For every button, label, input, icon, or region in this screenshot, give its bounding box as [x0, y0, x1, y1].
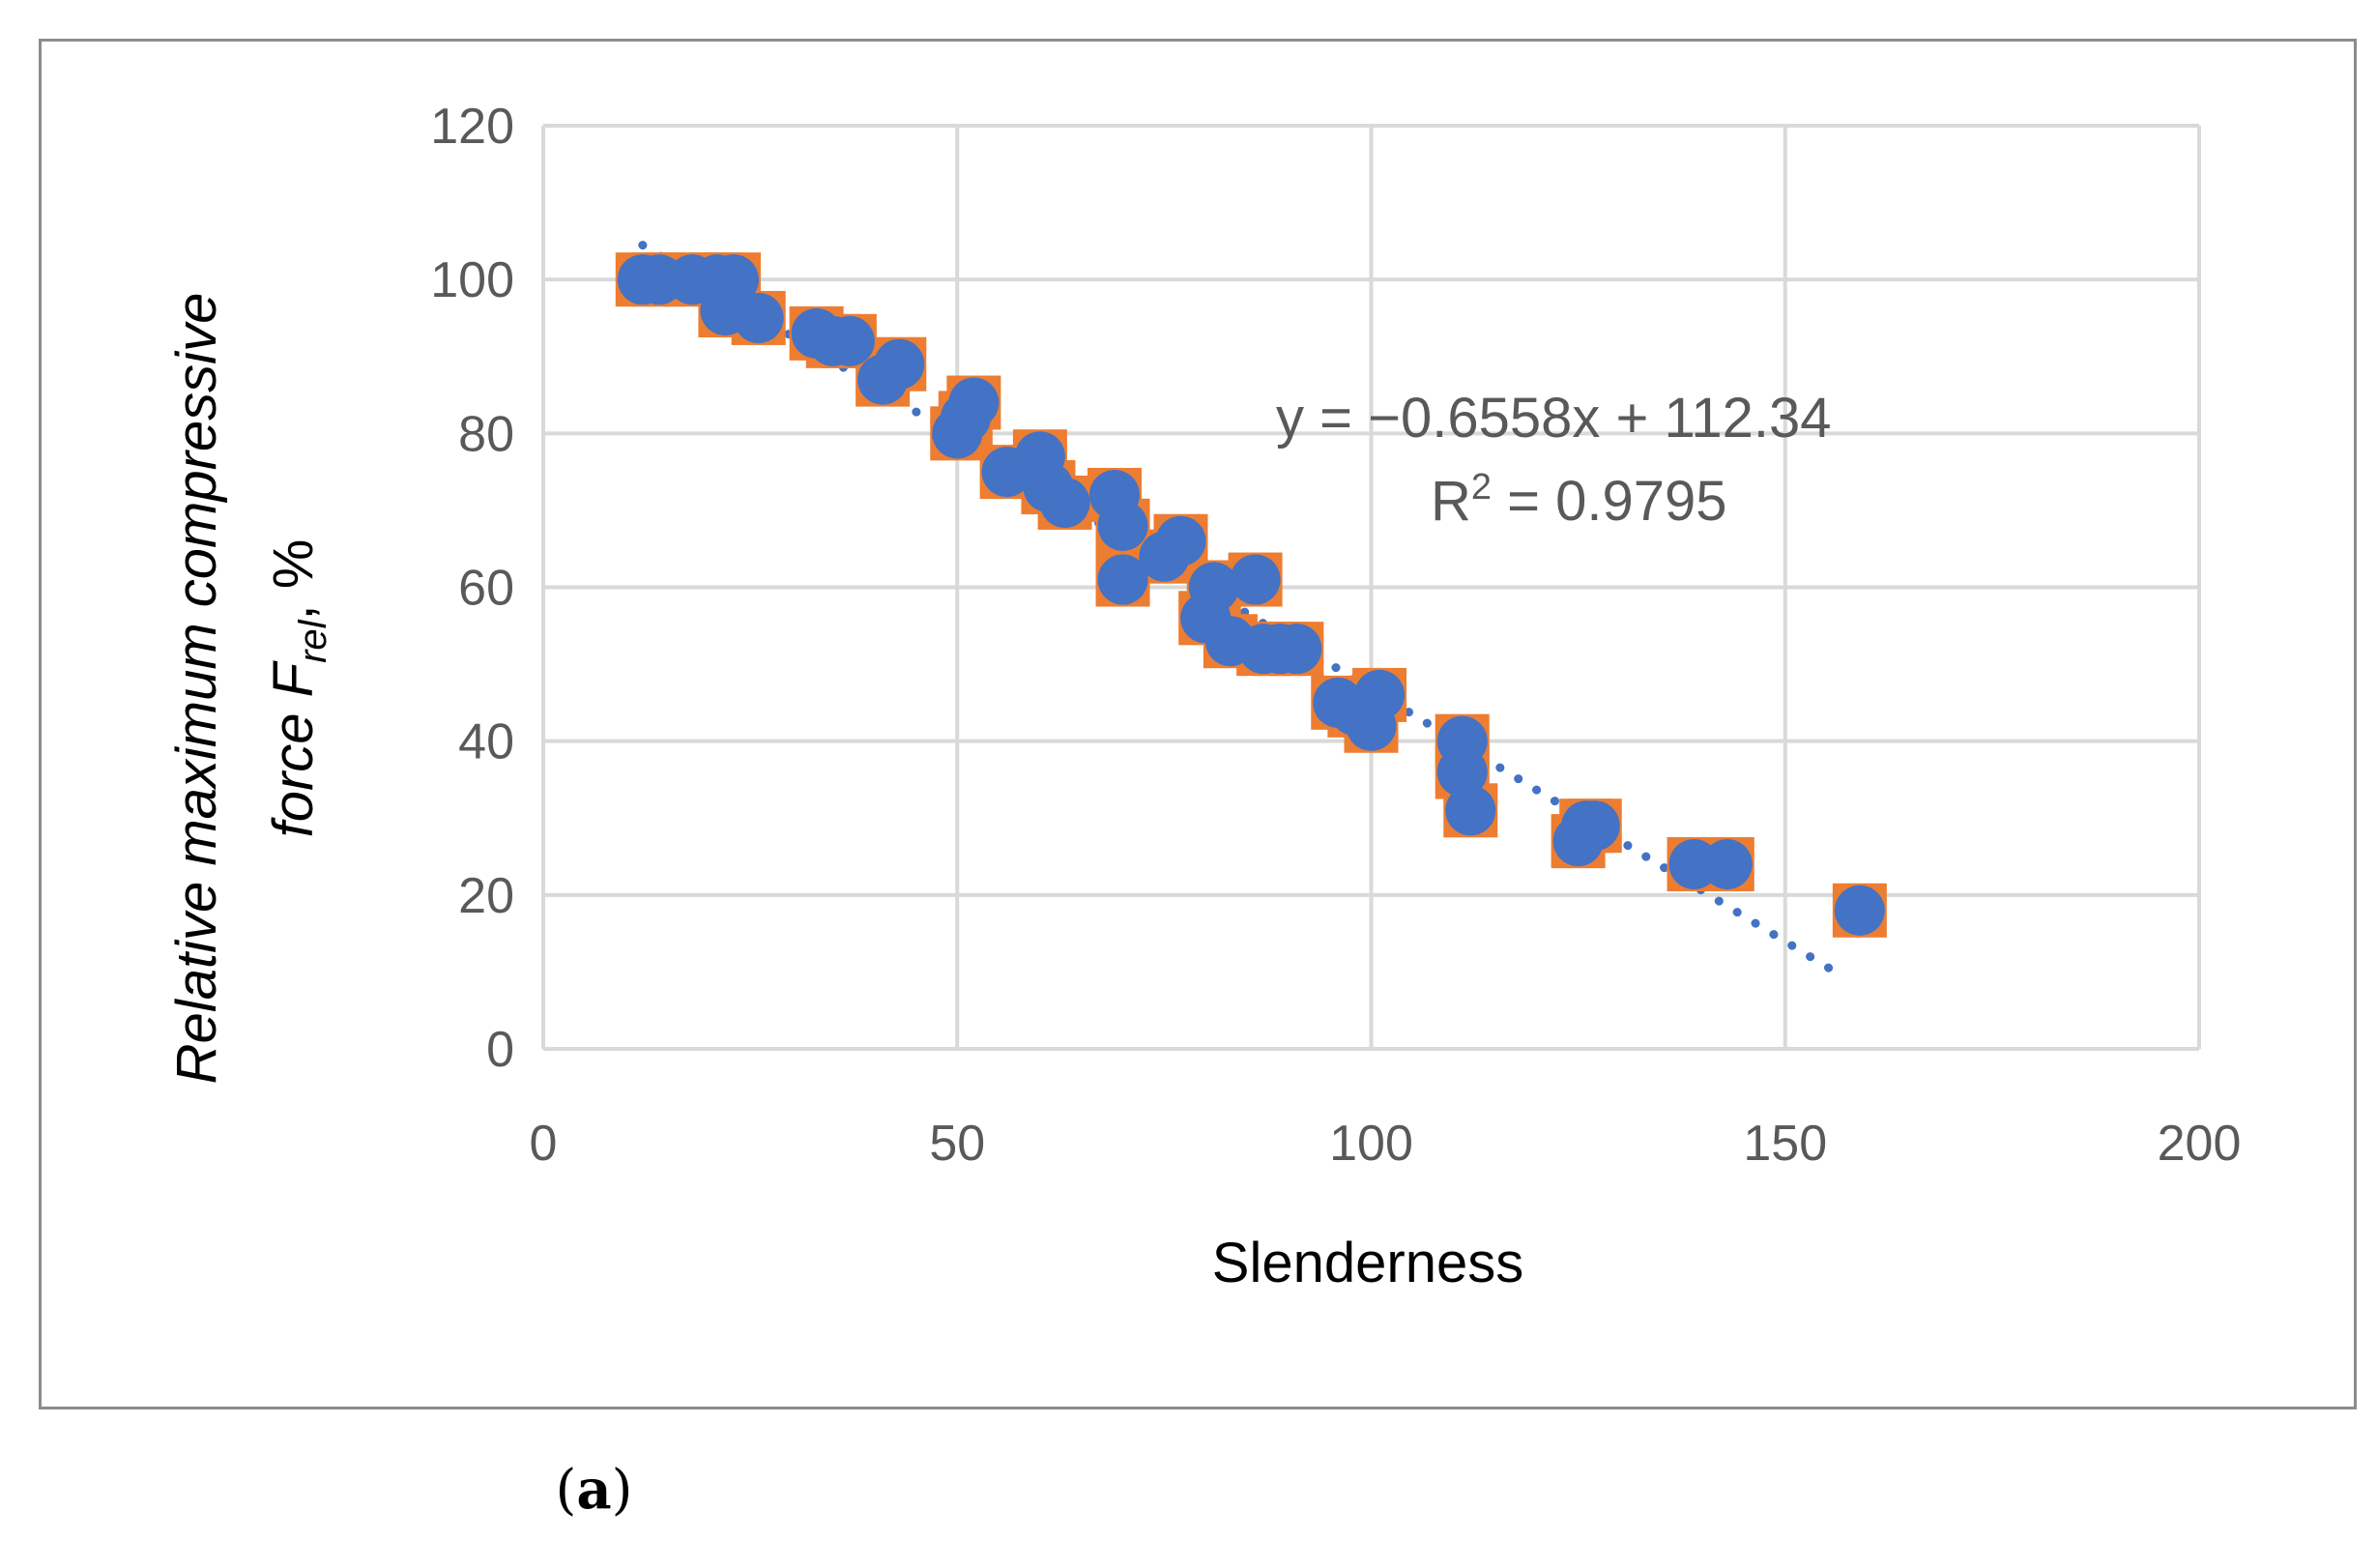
data-point — [1271, 624, 1322, 675]
y-axis-title: Relative maximum compressive force Frel,… — [165, 293, 334, 1085]
data-point — [1354, 669, 1406, 720]
y-tick-label: 20 — [458, 868, 514, 924]
data-point — [824, 315, 875, 366]
data-point — [874, 338, 925, 390]
y-axis-title-line2: force Frel, % — [262, 539, 334, 838]
x-tick-label: 200 — [2158, 1116, 2242, 1172]
data-point — [733, 292, 784, 343]
chart-frame — [39, 39, 2357, 1409]
data-point — [948, 377, 1000, 428]
x-tick-label: 50 — [929, 1116, 985, 1172]
y-tick-label: 60 — [458, 561, 514, 617]
y-tick-label: 40 — [458, 714, 514, 770]
grid-lines — [541, 124, 2201, 1051]
data-point — [1230, 554, 1281, 605]
x-tick-label: 100 — [1329, 1116, 1413, 1172]
x-axis-title: Slenderness — [1212, 1232, 1523, 1294]
data-point — [1834, 885, 1885, 936]
data-point — [1445, 785, 1496, 836]
tick-labels: 0 20 40 60 80 100 120 0 50 100 150 200 — [430, 99, 2241, 1172]
x-tick-label: 150 — [1743, 1116, 1827, 1172]
data-point — [1569, 800, 1620, 852]
data-point — [1701, 839, 1753, 889]
y-tick-label: 100 — [430, 252, 514, 308]
data-point — [1436, 746, 1488, 798]
trendline-r-squared: R2 = 0.9795 — [1431, 467, 1727, 533]
data-point — [1097, 500, 1148, 551]
data-point — [1155, 515, 1206, 566]
y-tick-label: 120 — [430, 99, 514, 155]
y-tick-label: 80 — [458, 406, 514, 462]
data-point — [1188, 562, 1239, 613]
panel-label: (a) — [555, 1458, 633, 1522]
y-tick-label: 0 — [486, 1022, 514, 1078]
data-point — [1039, 477, 1090, 528]
data-markers — [615, 252, 1887, 938]
x-tick-label: 0 — [530, 1116, 558, 1172]
data-point — [1097, 554, 1148, 605]
y-axis-title-line1: Relative maximum compressive — [165, 293, 228, 1085]
trendline-equation: y = −0.6558x + 112.34 — [1276, 387, 1832, 450]
